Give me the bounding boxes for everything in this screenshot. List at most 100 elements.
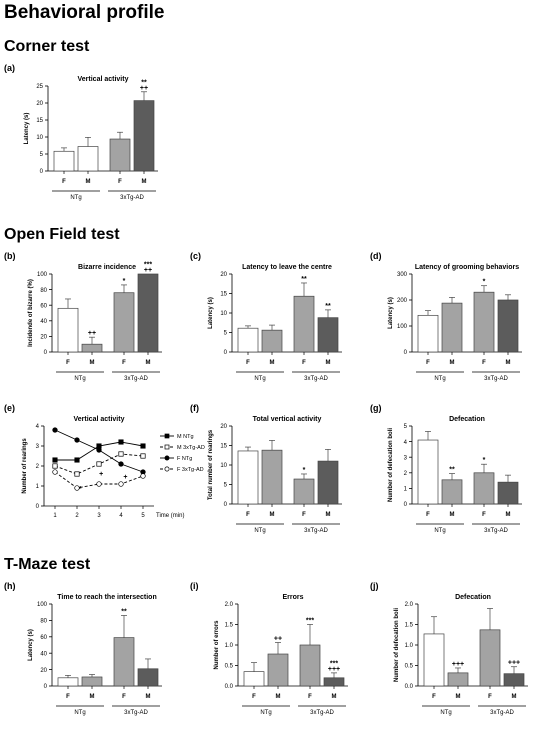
bar [503,673,525,687]
data-point [118,481,124,487]
bar [299,644,321,687]
group-label: 3xTg-AD [304,376,328,382]
x-tick-label: F [482,360,486,366]
group-label: NTg [74,376,85,382]
chart-c-svg: (c) Latency to leave the centre 0 5 10 15 20 La… [190,251,342,382]
significance-label: * [303,467,306,474]
x-tick-label: M [326,512,331,518]
y-tick-label: 40 [40,651,47,657]
chart-i-svg: (i) Errors 0.0 0.5 1.0 1.5 2.0 Number of errors… [190,581,348,716]
data-point [96,481,102,487]
bar [261,329,283,353]
x-tick-label: F [122,360,126,366]
y-tick-label: 0.0 [405,684,414,690]
y-tick-label: 10 [220,463,227,469]
data-point [74,485,80,491]
panel-letter: (f) [190,403,199,413]
y-tick-label: 0 [404,350,408,356]
y-axis-label: Latency (s) [28,629,34,661]
group-label: NTg [254,528,265,534]
y-tick-label: 1 [36,484,40,490]
bar [77,146,99,172]
y-axis-label: Total number of rearings [208,429,214,500]
chart-e-svg: (e) Vertical activity 0 1 2 3 4 Number of reari… [4,403,205,519]
y-tick-label: 0 [404,502,408,508]
significance-label: ++ [140,85,148,92]
y-tick-label: 5 [224,483,228,489]
x-tick-label: F [302,512,306,518]
significance-label: + [99,471,103,478]
y-tick-label: 0 [44,350,48,356]
data-point [52,469,58,475]
significance-label: +++ [328,666,340,673]
y-tick-label: 20 [36,101,43,107]
y-tick-label: 10 [220,311,227,317]
panel-letter: (a) [4,63,15,73]
bar [317,460,339,505]
y-tick-label: 1.0 [405,643,414,649]
x-tick-label: F [302,360,306,366]
group-label: 3xTg-AD [304,528,328,534]
x-tick-label: M [512,694,517,700]
chart-h-svg: (h) Time to reach the intersection 0 20 40 60… [4,581,162,716]
bar [237,327,259,353]
data-point [96,447,102,453]
y-axis-label: Number of errors [214,620,220,670]
y-tick-label: 4 [36,424,40,430]
x-tick-label: F [246,512,250,518]
significance-label: *** [306,618,314,625]
legend-marker [164,444,170,450]
chart-title: Defecation [449,416,485,423]
legend-marker [164,455,170,461]
bar [473,291,495,353]
bar [237,450,259,505]
x-tick-label: M [90,694,95,700]
bar [497,299,519,353]
y-tick-label: 100 [37,272,48,278]
bar [53,150,75,172]
significance-label: * [123,278,126,285]
chart-f-svg: (f) Total vertical activity 0 5 10 15 20 Total … [190,403,342,534]
x-tick-label: M [146,360,151,366]
data-point [118,461,124,467]
legend-marker [164,433,170,439]
significance-label: * [483,457,486,464]
data-point [140,473,146,479]
bar [109,138,131,172]
x-tick-label: M [270,360,275,366]
bar [243,671,265,687]
bar [113,637,135,687]
x-tick-label: F [252,694,256,700]
data-point [74,437,80,443]
significance-label: ** [325,303,331,310]
x-tick-label: F [426,360,430,366]
data-point [118,451,124,457]
y-axis-label: Latency (s) [388,297,394,329]
bar [81,343,103,353]
legend-label: F NTg [177,456,192,462]
y-axis-label: Number of rearings [22,438,28,494]
y-tick-label: 40 [40,319,47,325]
x-tick-label: M [506,512,511,518]
bar [57,307,79,353]
x-tick-label: F [426,512,430,518]
y-tick-label: 0.0 [225,684,234,690]
y-axis-label: Number of defecation boli [394,608,400,682]
significance-label: +++ [508,660,520,667]
group-label: 3xTg-AD [124,376,148,382]
y-tick-label: 0 [44,684,48,690]
panel-letter: (d) [370,251,382,261]
bar [417,314,439,353]
x-tick-label: F [66,694,70,700]
x-tick-label: M [276,694,281,700]
y-axis-label: Latency (s) [208,297,214,329]
group-label: NTg [70,195,81,201]
group-label: NTg [440,710,451,716]
bar [113,292,135,353]
bar [261,449,283,505]
x-tick-label: F [246,360,250,366]
legend-label: F 3xTg-AD [177,467,204,473]
x-tick-label: M [90,360,95,366]
y-tick-label: 2.0 [225,602,234,608]
group-label: 3xTg-AD [120,195,144,201]
